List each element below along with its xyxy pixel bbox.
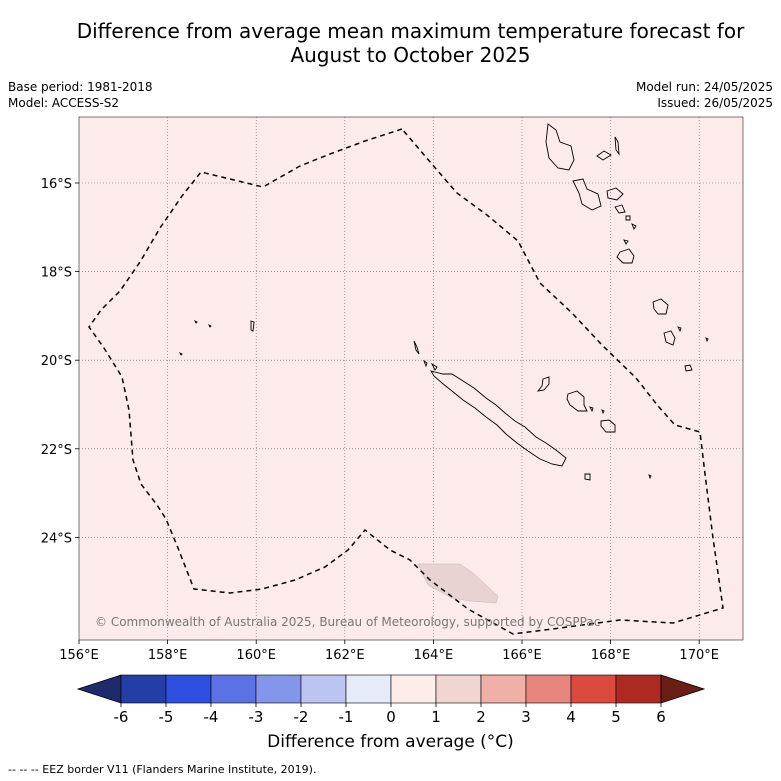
vanuatu-islet xyxy=(677,326,682,333)
malekula-island xyxy=(572,178,602,211)
vanuatu-islet xyxy=(596,150,612,161)
colorbar-swatch xyxy=(210,674,257,704)
colorbar-title: Difference from average (°C) xyxy=(267,732,514,752)
islet xyxy=(589,406,594,413)
erromango-island xyxy=(652,298,669,315)
isle-of-pines xyxy=(584,473,591,481)
colorbar-tick-label: -3 xyxy=(249,708,264,726)
colorbar-tick-label: 3 xyxy=(521,708,531,726)
lifou-island xyxy=(566,390,588,412)
colorbar-swatch xyxy=(345,674,392,704)
latitude-axis: 16°S 18°S 20°S 22°S 24°S xyxy=(41,177,79,546)
espiritu-santo-island xyxy=(545,123,575,171)
islet xyxy=(430,362,438,371)
colorbar-tick-label: -1 xyxy=(339,708,354,726)
colorbar-tick-label: -2 xyxy=(294,708,309,726)
colorbar-swatch xyxy=(300,674,347,704)
longitude-tick-label: 156°E xyxy=(59,648,99,663)
islet xyxy=(423,359,428,368)
islet xyxy=(601,409,605,415)
gridlines xyxy=(79,117,743,640)
colorbar-tick-label: 0 xyxy=(386,708,396,726)
colorbar-tick-label: -4 xyxy=(204,708,219,726)
belep-islands xyxy=(413,340,420,355)
colorbar-extend-high xyxy=(660,674,706,704)
reef-islet xyxy=(193,319,198,324)
islet xyxy=(648,474,652,480)
longitude-tick-label: 162°E xyxy=(325,648,365,663)
new-caledonia-island xyxy=(430,370,567,467)
map-background xyxy=(78,116,744,641)
meta-left: Base period: 1981-2018 Model: ACCESS-S2 xyxy=(8,79,153,111)
colorbar-tick-label: 2 xyxy=(476,708,486,726)
meta-right: Model run: 24/05/2025 Issued: 26/05/2025 xyxy=(636,79,773,111)
reef-islet xyxy=(207,323,212,328)
colorbar-swatch xyxy=(480,674,527,704)
latitude-tick-label: 18°S xyxy=(41,266,72,281)
colorbar-swatch xyxy=(390,674,437,704)
colorbar-swatch xyxy=(615,674,662,704)
colorbar-extend-low xyxy=(76,674,122,704)
ouvea-island xyxy=(536,376,550,392)
colorbar: -6 -5 -4 -3 -2 -1 0 1 2 3 4 5 6 xyxy=(76,674,706,726)
colorbar-tick-label: 5 xyxy=(611,708,621,726)
colorbar-tick-label: 4 xyxy=(566,708,576,726)
longitude-tick-label: 160°E xyxy=(236,648,276,663)
ambrym-island xyxy=(606,187,624,201)
eez-footnote: -- -- -- EEZ border V11 (Flanders Marine… xyxy=(8,763,317,776)
reef-islet xyxy=(178,351,183,356)
colorbar-tick-label: -6 xyxy=(114,708,129,726)
longitude-tick-label: 166°E xyxy=(502,648,542,663)
aneityum-island xyxy=(684,364,693,372)
chesterfield-reef xyxy=(250,320,255,332)
model-run: Model run: 24/05/2025 xyxy=(635,80,773,94)
longitude-tick-label: 170°E xyxy=(679,648,719,663)
colorbar-tick-label: 1 xyxy=(431,708,441,726)
longitude-tick-label: 164°E xyxy=(414,648,454,663)
vanuatu-islet xyxy=(631,223,637,230)
copyright-notice: © Commonwealth of Australia 2025, Bureau… xyxy=(95,615,600,629)
colorbar-tick-label: 6 xyxy=(656,708,666,726)
colorbar-swatch xyxy=(165,674,212,704)
base-period: Base period: 1981-2018 xyxy=(8,80,153,94)
longitude-tick-label: 158°E xyxy=(148,648,188,663)
pentecost-island xyxy=(614,136,620,156)
colorbar-swatch xyxy=(255,674,302,704)
title-line-1: Difference from average mean maximum tem… xyxy=(76,19,745,43)
latitude-tick-label: 20°S xyxy=(41,354,72,369)
longitude-axis: 156°E 158°E 160°E 162°E 164°E 166°E 168°E 170°E xyxy=(59,640,719,663)
mare-island xyxy=(600,419,616,433)
colorbar-swatch xyxy=(120,674,167,704)
chart-title: Difference from average mean maximum tem… xyxy=(0,19,781,67)
tanna-island xyxy=(663,330,676,346)
latitude-tick-label: 24°S xyxy=(41,531,72,546)
colorbar-swatch xyxy=(570,674,617,704)
longitude-tick-label: 168°E xyxy=(591,648,631,663)
efate-island xyxy=(616,248,635,264)
latitude-tick-label: 16°S xyxy=(41,177,72,192)
epi-island xyxy=(614,204,626,214)
shaded-region xyxy=(417,563,499,604)
colorbar-swatch xyxy=(435,674,482,704)
latitude-tick-label: 22°S xyxy=(41,443,72,458)
vanuatu-islet xyxy=(623,239,629,245)
title-line-2: August to October 2025 xyxy=(290,43,531,67)
issued-date: Issued: 26/05/2025 xyxy=(657,96,773,110)
vanuatu-islet xyxy=(705,337,709,343)
model-name: Model: ACCESS-S2 xyxy=(8,96,120,110)
vanuatu-islet xyxy=(625,215,631,221)
colorbar-tick-label: -5 xyxy=(159,708,174,726)
colorbar-swatch xyxy=(525,674,572,704)
